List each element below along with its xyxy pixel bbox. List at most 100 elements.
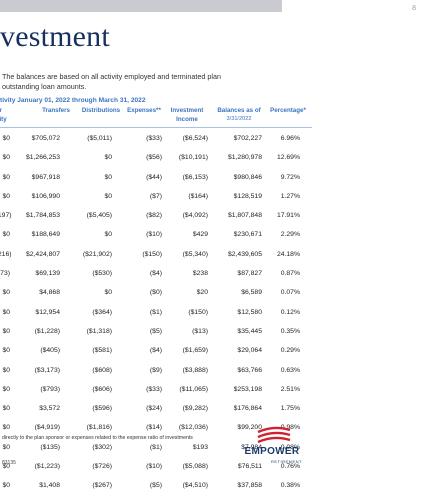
table-cell: ($10) (146, 231, 162, 239)
table-cell: $238 (192, 270, 208, 278)
table-cell: $705,072 (31, 135, 60, 142)
table-cell: ($1,318) (86, 327, 112, 335)
table-cell: ,197) (0, 212, 12, 220)
header-investment-income: Investment Income (162, 106, 212, 124)
header-divider (0, 127, 312, 128)
table-cell: ($21,902) (82, 250, 112, 258)
table-cell: 9.72% (280, 173, 300, 181)
table-cell: ($6,524) (182, 135, 208, 142)
table-cell: 0.35% (280, 327, 300, 335)
table-cell: ($12,036) (178, 424, 208, 432)
table-cell: 0.76% (280, 463, 300, 471)
table-cell: $99,200 (237, 424, 262, 432)
table-cell: ($1) (149, 443, 162, 451)
table-cell: 1.27% (280, 192, 300, 200)
table-row: $0 ($3,173) ($608) ($9) ($3,888) $63,766 0.63% (0, 361, 320, 380)
table-cell: ($267) (92, 482, 112, 490)
table-cell: $0 (2, 308, 10, 316)
header-balances: Balances as of (217, 107, 261, 114)
table-cell: 0.12% (280, 308, 300, 316)
table-cell: ($9,282) (182, 405, 208, 413)
table-cell: ($4) (149, 270, 162, 278)
table-cell: ($726) (92, 463, 112, 471)
table-cell: ($13) (192, 327, 208, 335)
table-cell: $0 (104, 154, 112, 162)
table-cell: ($33) (146, 385, 162, 393)
header-transfers: Transfers (42, 107, 70, 114)
table-cell: $12,954 (35, 308, 60, 316)
table-cell: 1.75% (280, 405, 300, 413)
table-cell: ($364) (92, 308, 112, 316)
table-cell: $63,766 (237, 366, 262, 374)
table-cell: ($5) (149, 327, 162, 335)
table-cell: $0 (104, 231, 112, 239)
table-cell: $967,918 (31, 173, 60, 181)
description-line: The balances are based on all activity e… (2, 72, 221, 81)
table-cell: $0 (2, 289, 10, 297)
table-cell: ($5) (149, 482, 162, 490)
header-balances-date: 3/31/2022 (226, 116, 252, 122)
table-cell: ($405) (40, 347, 60, 355)
header-percentage: Percentage* (270, 107, 306, 114)
table-cell: ($1,228) (34, 327, 60, 335)
table-cell: $0 (2, 424, 10, 432)
table-cell: $4,868 (39, 289, 60, 297)
table-cell: ($33) (146, 135, 162, 142)
flag-stripes-icon (257, 426, 291, 444)
table-cell: $3,572 (39, 405, 60, 413)
table-cell: ($1,659) (182, 347, 208, 355)
table-cell: ($1,223) (34, 463, 60, 471)
table-cell: ($0) (149, 289, 162, 297)
table-row: $0 $106,990 $0 ($7) ($164) $128,519 1.27% (0, 187, 320, 206)
table-cell: ($5,011) (87, 135, 112, 142)
table-cell: $193 (192, 443, 208, 451)
table-row: $0 $4,868 $0 ($0) $20 $6,589 0.07% (0, 283, 320, 302)
table-body: $0 $705,072 ($5,011) ($33) ($6,524) $702,227 6… (0, 129, 320, 496)
table-cell: $69,139 (35, 270, 60, 278)
table-cell: $1,807,848 (227, 212, 262, 220)
logo-name: EMPOWER (244, 446, 300, 457)
table-row: ,197) $1,784,853 ($5,405) ($82) ($4,092) $1,8… (0, 206, 320, 225)
table-cell: 0.07% (280, 289, 300, 297)
table-cell: ($44) (146, 173, 162, 181)
table-row: $0 ($1,223) ($726) ($10) ($5,088) $76,511 0.76… (0, 457, 320, 476)
header-income: Income (176, 116, 198, 123)
table-cell: ($793) (40, 385, 60, 393)
table-cell: $0 (2, 192, 10, 200)
table-cell: ($10) (146, 463, 162, 471)
description-line: outstanding loan amounts. (2, 82, 87, 91)
table-cell: $0 (2, 463, 10, 471)
table-cell: $2,439,605 (227, 250, 262, 258)
table-cell: $0 (2, 347, 10, 355)
table-cell: $0 (2, 385, 10, 393)
header-left-a: er (0, 106, 2, 115)
table-cell: $0 (104, 192, 112, 200)
table-cell: 0.29% (280, 347, 300, 355)
table-cell: $0 (104, 289, 112, 297)
table-cell: ($6,153) (182, 173, 208, 181)
table-cell: 0.87% (280, 270, 300, 278)
table-cell: ($581) (92, 347, 112, 355)
table-cell: ($4,510) (182, 482, 208, 490)
table-cell: $106,990 (31, 192, 60, 200)
table-cell: $0 (104, 173, 112, 181)
table-cell: ($135) (40, 443, 60, 451)
header-expenses: Expenses** (127, 107, 161, 114)
table-cell: $37,858 (237, 482, 262, 490)
table-row: $0 $188,649 $0 ($10) $429 $230,671 2.29% (0, 225, 320, 244)
table-cell: ($3,173) (34, 366, 60, 374)
section-title: tivity January 01, 2022 through March 31… (0, 97, 146, 104)
table-cell: ($5,405) (86, 212, 112, 220)
table-cell: ($596) (92, 405, 112, 413)
table-cell: $87,827 (237, 270, 262, 278)
table-cell: 24.18% (276, 250, 300, 258)
table-cell: ($150) (188, 308, 208, 316)
table-cell: $230,671 (233, 231, 262, 239)
table-cell: $188,649 (31, 231, 60, 239)
table-cell: $35,445 (237, 327, 262, 335)
table-cell: $0 (2, 154, 10, 162)
description: The balances are based on all activity e… (2, 72, 221, 92)
table-cell: 12.69% (276, 154, 300, 162)
table-cell: $6,589 (241, 289, 262, 297)
table-cell: 0.98% (280, 424, 300, 432)
